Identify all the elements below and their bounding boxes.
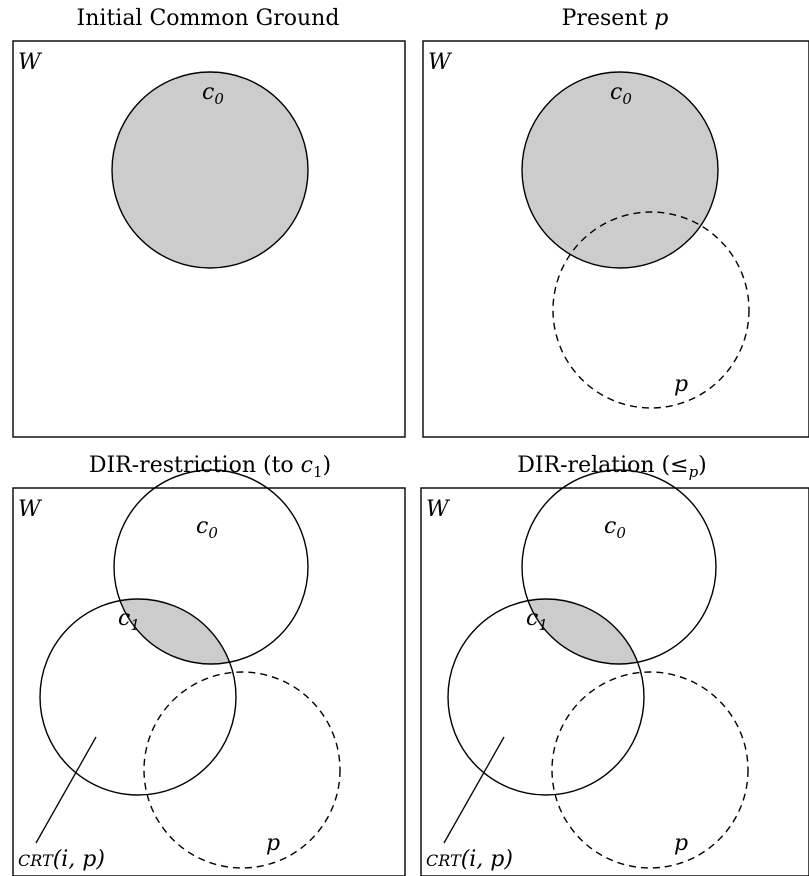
c0-circle [113, 469, 309, 665]
c0-label: c0 [604, 514, 626, 542]
p-circle [143, 671, 341, 869]
c0-circle [521, 71, 719, 269]
world-frame [420, 487, 809, 876]
crt-pointer [35, 736, 97, 844]
panel-dir-relation: DIR-relation (≤p) W c0 c1 p CRT(i, p) [420, 453, 809, 876]
world-label: W [426, 497, 451, 522]
c1-label: c1 [526, 606, 548, 634]
world-frame [12, 487, 406, 876]
crt-pointer [443, 736, 505, 844]
panel-initial-common-ground: Initial Common Ground W c0 [12, 6, 406, 438]
panel-title: DIR-restriction (to c1) [89, 453, 331, 481]
world-frame [12, 40, 406, 438]
crt-label: CRT(i, p) [426, 847, 513, 872]
c0-region [522, 72, 718, 268]
world-frame [422, 40, 809, 438]
p-circle [551, 671, 749, 869]
c0-label: c0 [196, 514, 218, 542]
p-label: p [674, 372, 688, 397]
p-label: p [266, 831, 280, 856]
panel-present-p: Present p W c0 p [422, 6, 809, 438]
crt-circle [39, 598, 237, 796]
crt-circle [447, 598, 645, 796]
c0-region [112, 72, 308, 268]
c1-label: c1 [118, 606, 140, 634]
panel-dir-restriction: DIR-restriction (to c1) W c0 c1 p CRT(i,… [12, 453, 406, 876]
panel-title: Present p [562, 6, 669, 31]
world-label: W [428, 50, 453, 75]
crt-label: CRT(i, p) [18, 847, 105, 872]
panel-title: Initial Common Ground [77, 6, 340, 31]
c0-label: c0 [202, 80, 224, 108]
c1-region [114, 599, 236, 664]
p-circle [552, 211, 750, 409]
c1-p-intersection-region [552, 672, 748, 868]
world-label: W [18, 497, 43, 522]
c0-label: c0 [610, 80, 632, 108]
c1-region [522, 599, 644, 664]
p-label: p [674, 831, 688, 856]
panel-title: DIR-relation (≤p) [517, 453, 707, 481]
c0-circle [521, 469, 717, 665]
world-label: W [18, 50, 43, 75]
c0-circle [111, 71, 309, 269]
